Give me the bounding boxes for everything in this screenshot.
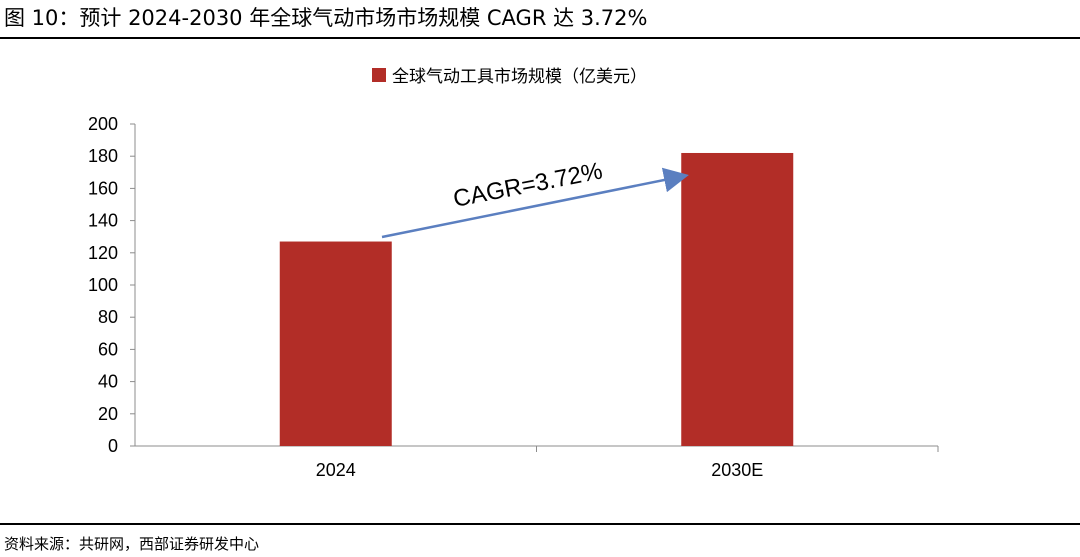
bottom-rule xyxy=(0,523,1080,525)
x-tick-label: 2030E xyxy=(711,460,763,480)
y-tick-label: 40 xyxy=(98,372,118,392)
chart-legend: 全球气动工具市场规模（亿美元） xyxy=(372,62,647,87)
cagr-annotation: CAGR=3.72% xyxy=(451,157,605,212)
source-note: 资料来源：共研网，西部证券研发中心 xyxy=(4,535,260,553)
bar-2030E xyxy=(681,152,794,447)
y-tick-label: 160 xyxy=(88,178,118,198)
y-tick-label: 0 xyxy=(108,436,118,456)
y-tick-label: 100 xyxy=(88,275,118,295)
bar-2024 xyxy=(279,241,392,446)
x-tick-label: 2024 xyxy=(316,460,356,480)
y-tick-label: 180 xyxy=(88,146,118,166)
legend-label: 全球气动工具市场规模（亿美元） xyxy=(392,67,647,87)
y-tick-label: 140 xyxy=(88,211,118,231)
y-tick-label: 120 xyxy=(88,243,118,263)
top-rule xyxy=(0,37,1080,39)
figure-title: 图 10：预计 2024-2030 年全球气动市场市场规模 CAGR 达 3.7… xyxy=(4,6,648,30)
y-tick-label: 80 xyxy=(98,307,118,327)
cagr-arrow xyxy=(381,167,689,239)
y-tick-label: 60 xyxy=(98,339,118,359)
y-tick-label: 20 xyxy=(98,404,118,424)
y-tick-label: 200 xyxy=(88,114,118,134)
legend-swatch xyxy=(372,67,386,82)
